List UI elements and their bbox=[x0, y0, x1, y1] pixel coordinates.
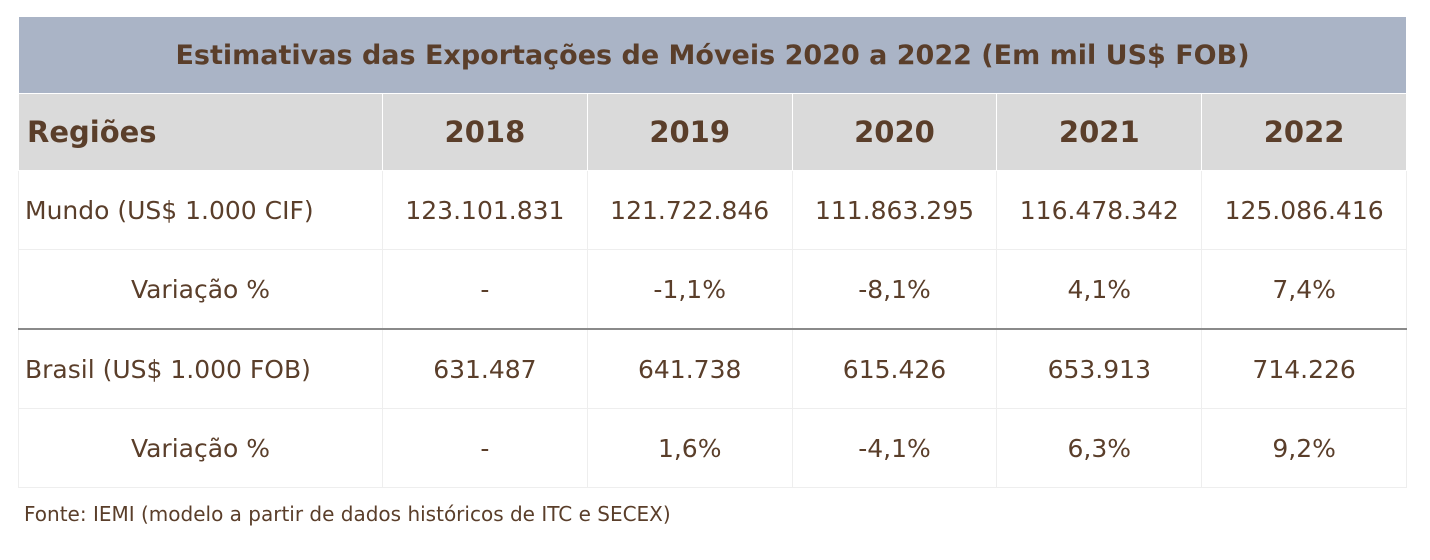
row-label-mundo: Mundo (US$ 1.000 CIF) bbox=[18, 170, 383, 250]
table-cell: - bbox=[382, 249, 588, 330]
table-cell: -1,1% bbox=[586, 249, 793, 330]
table-cell: 631.487 bbox=[382, 328, 588, 409]
header-row: Regiões 2018 2019 2020 2021 2022 bbox=[18, 93, 1408, 171]
header-regions: Regiões bbox=[18, 93, 383, 171]
table-cell: 111.863.295 bbox=[791, 170, 998, 250]
table-row: Variação % - -1,1% -8,1% 4,1% 7,4% bbox=[18, 249, 1408, 330]
header-2021: 2021 bbox=[996, 93, 1203, 171]
table-cell: 4,1% bbox=[996, 249, 1203, 330]
table-cell: 123.101.831 bbox=[382, 170, 588, 250]
table-row: Mundo (US$ 1.000 CIF) 123.101.831 121.72… bbox=[18, 170, 1408, 250]
exports-table-container: Estimativas das Exportações de Móveis 20… bbox=[17, 16, 1408, 488]
table-cell: 641.738 bbox=[586, 328, 793, 409]
table-cell: 7,4% bbox=[1201, 249, 1408, 330]
row-label-variacao-mundo: Variação % bbox=[18, 249, 383, 330]
table-row: Brasil (US$ 1.000 FOB) 631.487 641.738 6… bbox=[18, 328, 1408, 409]
row-label-variacao-brasil: Variação % bbox=[18, 408, 383, 488]
row-label-brasil: Brasil (US$ 1.000 FOB) bbox=[18, 328, 383, 409]
header-2019: 2019 bbox=[586, 93, 793, 171]
table-cell: - bbox=[382, 408, 588, 488]
table-cell: 121.722.846 bbox=[586, 170, 793, 250]
header-2020: 2020 bbox=[791, 93, 998, 171]
header-2022: 2022 bbox=[1201, 93, 1408, 171]
table-cell: 653.913 bbox=[996, 328, 1203, 409]
table-cell: 615.426 bbox=[791, 328, 998, 409]
table-cell: -4,1% bbox=[791, 408, 998, 488]
table-cell: 6,3% bbox=[996, 408, 1203, 488]
source-note: Fonte: IEMI (modelo a partir de dados hi… bbox=[24, 502, 671, 526]
table-title: Estimativas das Exportações de Móveis 20… bbox=[17, 16, 1408, 94]
table-cell: 714.226 bbox=[1201, 328, 1408, 409]
table-cell: 125.086.416 bbox=[1201, 170, 1408, 250]
header-2018: 2018 bbox=[382, 93, 588, 171]
table-cell: 1,6% bbox=[586, 408, 793, 488]
exports-table: Estimativas das Exportações de Móveis 20… bbox=[17, 16, 1408, 488]
table-row: Variação % - 1,6% -4,1% 6,3% 9,2% bbox=[18, 408, 1408, 488]
table-cell: 116.478.342 bbox=[996, 170, 1203, 250]
table-cell: -8,1% bbox=[791, 249, 998, 330]
table-cell: 9,2% bbox=[1201, 408, 1408, 488]
